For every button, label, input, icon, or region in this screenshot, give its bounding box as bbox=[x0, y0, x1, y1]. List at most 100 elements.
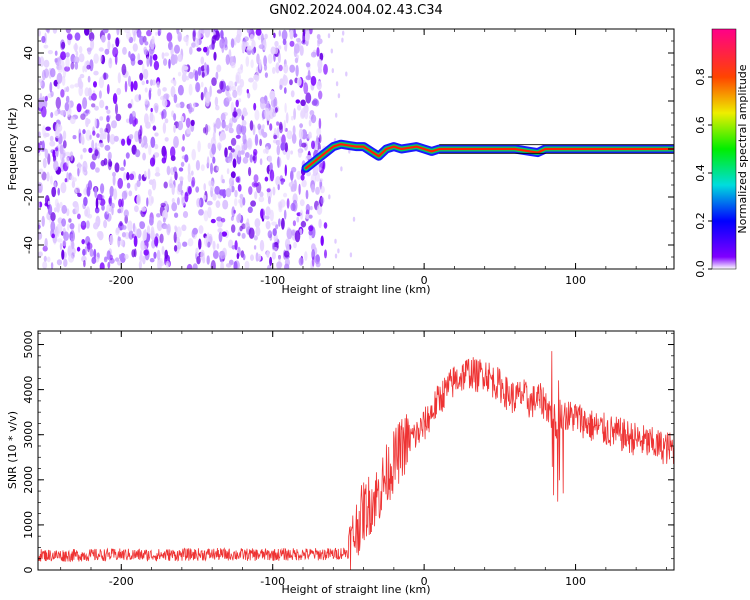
noise-blob bbox=[178, 167, 184, 172]
noise-blob bbox=[239, 193, 244, 199]
noise-blob bbox=[38, 182, 43, 194]
noise-blob bbox=[50, 262, 54, 269]
noise-blob bbox=[228, 239, 234, 249]
noise-blob bbox=[195, 82, 201, 93]
noise-blob bbox=[334, 238, 337, 244]
noise-blob bbox=[117, 177, 123, 189]
noise-blob bbox=[188, 83, 193, 96]
noise-blob bbox=[80, 133, 85, 145]
noise-blob bbox=[154, 105, 159, 114]
noise-blob bbox=[89, 248, 94, 257]
noise-blob bbox=[195, 186, 200, 193]
noise-blob bbox=[194, 70, 199, 82]
noise-blob bbox=[117, 236, 122, 242]
noise-blob bbox=[136, 228, 142, 239]
noise-blob bbox=[324, 249, 327, 259]
noise-blob bbox=[294, 57, 299, 64]
noise-blob bbox=[70, 175, 74, 181]
colorbar-label: Normalized spectral amplitude bbox=[736, 64, 749, 233]
noise-blob bbox=[82, 160, 88, 173]
colorbar: 0.0 0.2 0.4 0.6 0.8 Normalized spectral ampl… bbox=[694, 28, 749, 278]
noise-layer bbox=[38, 29, 357, 269]
noise-blob bbox=[82, 65, 85, 73]
noise-blob bbox=[223, 36, 228, 49]
noise-blob bbox=[95, 221, 99, 228]
noise-blob bbox=[66, 157, 70, 167]
noise-blob bbox=[249, 154, 253, 163]
noise-blob bbox=[133, 80, 138, 91]
noise-blob bbox=[255, 252, 259, 262]
noise-blob bbox=[208, 44, 215, 50]
noise-blob bbox=[160, 202, 166, 208]
noise-blob bbox=[170, 86, 176, 98]
noise-blob bbox=[269, 169, 275, 182]
noise-blob bbox=[162, 87, 167, 92]
noise-blob bbox=[210, 260, 216, 269]
noise-blob bbox=[55, 96, 61, 109]
noise-blob bbox=[236, 252, 240, 260]
noise-blob bbox=[69, 84, 75, 89]
noise-blob bbox=[278, 30, 281, 37]
noise-blob bbox=[64, 178, 68, 183]
noise-blob bbox=[91, 93, 97, 101]
snr-series-line bbox=[38, 351, 674, 570]
noise-blob bbox=[241, 144, 245, 154]
noise-blob bbox=[76, 246, 81, 252]
noise-blob bbox=[203, 210, 209, 222]
noise-blob bbox=[61, 75, 66, 86]
noise-blob bbox=[225, 263, 232, 268]
noise-blob bbox=[281, 134, 286, 146]
noise-blob bbox=[108, 206, 112, 213]
noise-blob bbox=[283, 63, 289, 74]
noise-blob bbox=[281, 217, 285, 230]
noise-blob bbox=[174, 54, 178, 64]
noise-blob bbox=[215, 200, 221, 208]
noise-blob bbox=[62, 140, 67, 149]
snr-plot: -200 -100 0 100 0 1000 2000 3000 4000 5000 bbox=[22, 330, 675, 588]
noise-blob bbox=[213, 51, 217, 61]
noise-blob bbox=[64, 151, 71, 157]
noise-blob bbox=[156, 213, 161, 218]
noise-blob bbox=[67, 245, 72, 257]
noise-blob bbox=[173, 231, 177, 243]
noise-blob bbox=[306, 134, 313, 139]
noise-blob bbox=[247, 92, 251, 99]
noise-blob bbox=[292, 220, 296, 227]
noise-blob bbox=[252, 81, 258, 91]
noise-blob bbox=[104, 144, 111, 151]
noise-blob bbox=[38, 131, 41, 137]
noise-blob bbox=[272, 242, 275, 250]
noise-blob bbox=[56, 259, 63, 266]
noise-blob bbox=[170, 46, 174, 56]
noise-blob bbox=[77, 192, 82, 197]
noise-blob bbox=[335, 112, 338, 118]
noise-blob bbox=[47, 153, 51, 165]
noise-blob bbox=[56, 83, 60, 90]
noise-blob bbox=[203, 62, 207, 71]
noise-blob bbox=[107, 33, 111, 41]
noise-blob bbox=[299, 45, 304, 56]
noise-blob bbox=[109, 185, 114, 197]
noise-blob bbox=[163, 181, 168, 189]
noise-blob bbox=[146, 29, 152, 37]
noise-blob bbox=[311, 243, 316, 251]
noise-blob bbox=[162, 209, 168, 221]
noise-blob bbox=[258, 59, 262, 71]
noise-blob bbox=[237, 213, 242, 221]
noise-blob bbox=[112, 47, 119, 58]
noise-blob bbox=[284, 164, 287, 177]
noise-blob bbox=[162, 217, 166, 223]
noise-blob bbox=[182, 241, 188, 247]
noise-blob bbox=[42, 158, 47, 169]
noise-blob bbox=[162, 122, 167, 134]
noise-blob bbox=[137, 53, 141, 62]
noise-blob bbox=[212, 156, 216, 164]
noise-blob bbox=[133, 30, 136, 42]
noise-blob bbox=[107, 261, 111, 269]
noise-blob bbox=[47, 200, 51, 206]
noise-blob bbox=[252, 124, 256, 136]
noise-blob bbox=[248, 227, 255, 239]
noise-blob bbox=[235, 176, 240, 183]
noise-blob bbox=[50, 175, 53, 185]
noise-blob bbox=[242, 133, 247, 145]
